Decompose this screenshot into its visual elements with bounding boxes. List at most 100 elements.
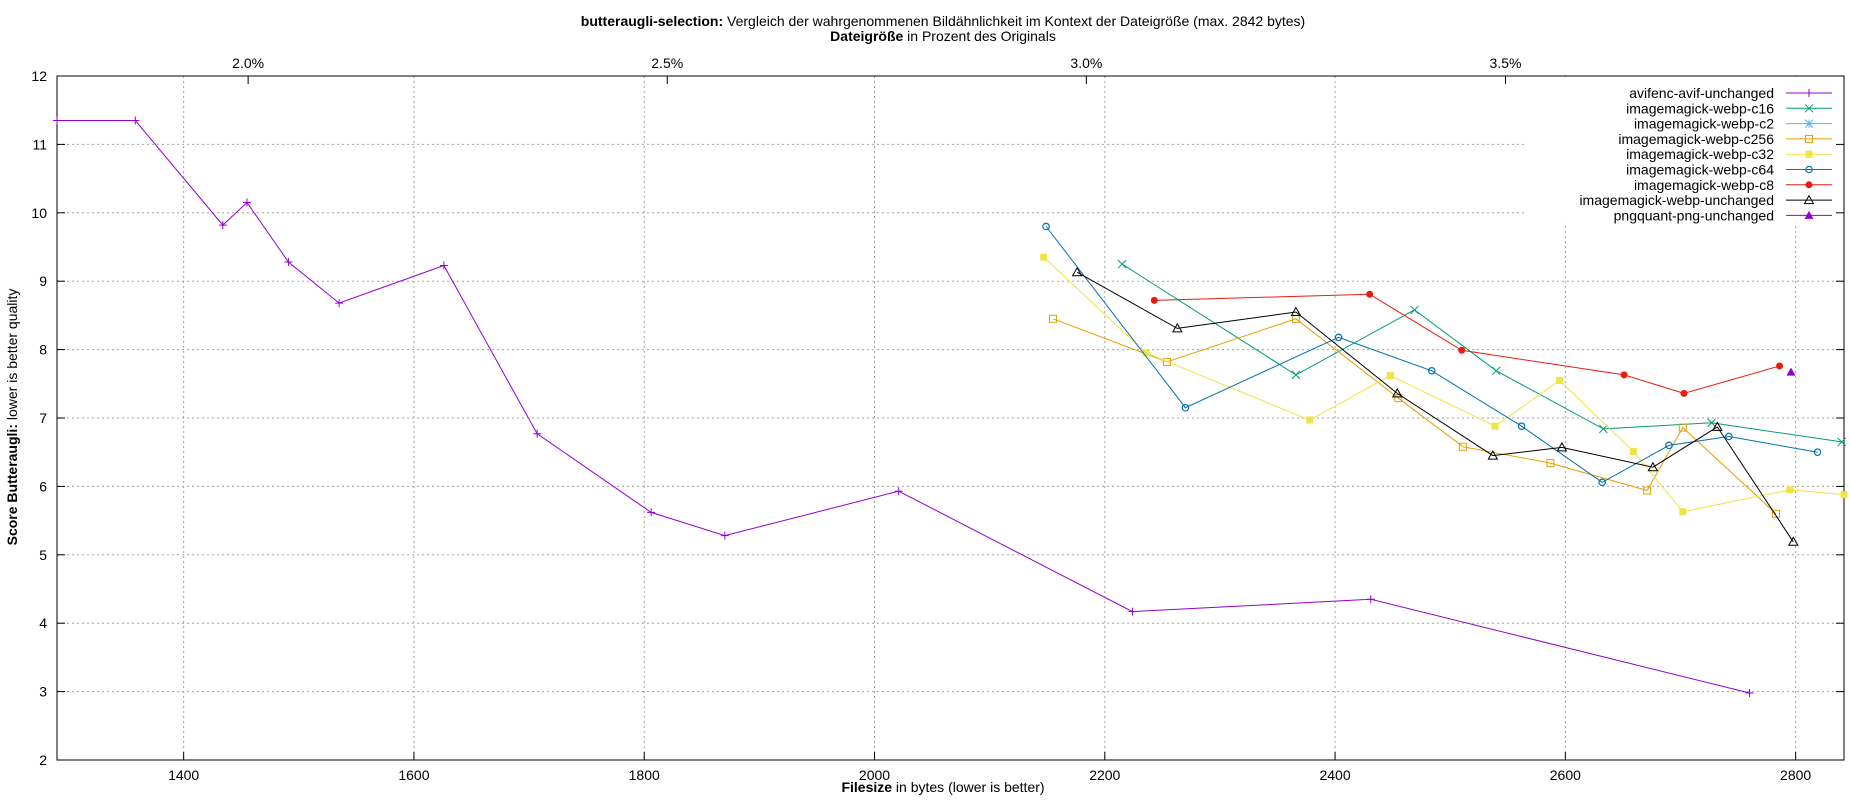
x-axis-label-bold: Filesize <box>841 779 892 795</box>
series-line <box>57 120 1750 694</box>
x-axis-label: Filesize in bytes (lower is better) <box>841 779 1044 795</box>
x2-tick-label: 2.5% <box>651 55 683 71</box>
legend-background <box>1526 77 1843 223</box>
data-point <box>1556 441 1568 452</box>
legend-label: imagemagick-webp-c32 <box>1626 146 1774 162</box>
data-point <box>1598 478 1607 487</box>
chart-title: butteraugli-selection: Vergleich der wah… <box>581 13 1305 29</box>
legend-entry: imagemagick-webp-c8 <box>1634 177 1832 193</box>
legend: avifenc-avif-unchangedimagemagick-webp-c… <box>1579 85 1832 223</box>
y-tick-label: 10 <box>31 205 47 221</box>
data-point <box>53 116 61 125</box>
y-tick-label: 2 <box>39 752 47 768</box>
data-point <box>1366 290 1374 298</box>
data-point <box>1556 376 1564 384</box>
data-point <box>1678 423 1687 432</box>
data-point <box>1805 150 1813 158</box>
data-point <box>1711 421 1723 431</box>
legend-entry: imagemagick-webp-c32 <box>1626 146 1832 162</box>
data-point <box>1291 370 1301 380</box>
x-tick-label: 1800 <box>629 767 660 783</box>
data-point <box>1805 89 1813 97</box>
data-point <box>131 116 140 125</box>
legend-entry: imagemagick-webp-c16 <box>1626 100 1832 116</box>
data-point <box>439 261 448 270</box>
x-tick-label: 1600 <box>398 767 429 783</box>
grid-lines <box>57 76 1844 760</box>
data-point <box>1117 259 1127 269</box>
data-point <box>1725 432 1733 441</box>
data-point <box>720 531 729 540</box>
data-point <box>1804 119 1814 128</box>
data-point <box>1487 450 1499 460</box>
data-point <box>1334 333 1343 342</box>
data-point <box>1786 486 1794 494</box>
data-point <box>242 198 251 207</box>
data-point <box>1181 403 1190 412</box>
legend-label: imagemagick-webp-c64 <box>1626 162 1774 178</box>
data-point <box>1306 416 1314 424</box>
series-imagemagick-webp-c8 <box>1150 290 1784 397</box>
data-point <box>1813 448 1822 457</box>
data-point <box>1647 461 1659 472</box>
y-tick-label: 6 <box>39 478 47 494</box>
x-tick-label: 2600 <box>1550 767 1581 783</box>
data-point <box>1772 509 1781 518</box>
top-axis-label-bold: Dateigröße <box>830 28 903 44</box>
legend-label: avifenc-avif-unchanged <box>1629 85 1774 101</box>
legend-label: pngquant-png-unchanged <box>1614 207 1774 223</box>
data-point <box>218 221 227 230</box>
chart-title-bold: butteraugli-selection: <box>581 13 723 29</box>
data-point <box>1171 322 1183 333</box>
data-point <box>1707 418 1716 428</box>
data-point <box>1776 362 1784 370</box>
chart-title-rest: Vergleich der wahrgenommenen Bildähnlich… <box>723 13 1305 29</box>
y-tick-label: 4 <box>39 615 47 631</box>
y-axis-label: Score Butteraugli: lower is better quali… <box>4 289 20 546</box>
data-point <box>1048 314 1057 323</box>
x-tick-label: 2800 <box>1780 767 1811 783</box>
data-point <box>1458 442 1467 451</box>
series-layer <box>53 116 1848 697</box>
series-line <box>1154 293 1780 394</box>
y-tick-label: 11 <box>32 136 47 152</box>
data-point <box>1366 595 1375 604</box>
x2-tick-label: 3.5% <box>1490 55 1522 71</box>
data-point <box>1665 441 1673 450</box>
series-imagemagick-webp-c64 <box>1042 222 1822 487</box>
top-axis-label-rest: in Prozent des Originals <box>903 28 1056 44</box>
data-point <box>1071 266 1083 277</box>
data-point <box>1787 536 1799 546</box>
data-point <box>1410 305 1419 315</box>
data-point <box>1803 194 1815 205</box>
axis-ticks: 2 3 4 5 6 7 8 9 10 11 12 1400 1600 1800 2000 2200 2400 26… <box>31 55 1844 783</box>
data-point <box>1391 387 1403 398</box>
y-tick-label: 3 <box>39 684 47 700</box>
data-point <box>1679 508 1687 516</box>
data-point <box>1491 366 1501 376</box>
series-avifenc-avif-unchanged <box>53 116 1754 697</box>
y-axis-label-rest: lower is better quality <box>4 289 20 424</box>
data-point <box>1546 459 1555 468</box>
data-point <box>1804 103 1814 113</box>
x-tick-label: 2200 <box>1089 767 1120 783</box>
data-point <box>1458 346 1466 354</box>
data-point <box>1517 422 1526 431</box>
data-point <box>1840 491 1848 499</box>
x-tick-label: 2000 <box>859 767 890 783</box>
data-point <box>284 258 293 267</box>
x-tick-label: 1400 <box>168 767 199 783</box>
data-point <box>1491 422 1499 430</box>
x-axis-label-rest: in bytes (lower is better) <box>892 779 1045 795</box>
series-line <box>1043 256 1845 513</box>
series-imagemagick-webp-unchanged <box>1071 266 1799 546</box>
legend-label: imagemagick-webp-c8 <box>1634 177 1774 193</box>
data-point <box>1805 165 1813 174</box>
data-point <box>1427 367 1436 375</box>
data-point <box>1042 222 1050 231</box>
y-tick-label: 7 <box>39 410 47 426</box>
series-line <box>1076 271 1794 543</box>
data-point <box>1804 210 1814 219</box>
series-imagemagick-webp-c16 <box>1117 259 1847 447</box>
legend-label: imagemagick-webp-unchanged <box>1579 192 1774 208</box>
